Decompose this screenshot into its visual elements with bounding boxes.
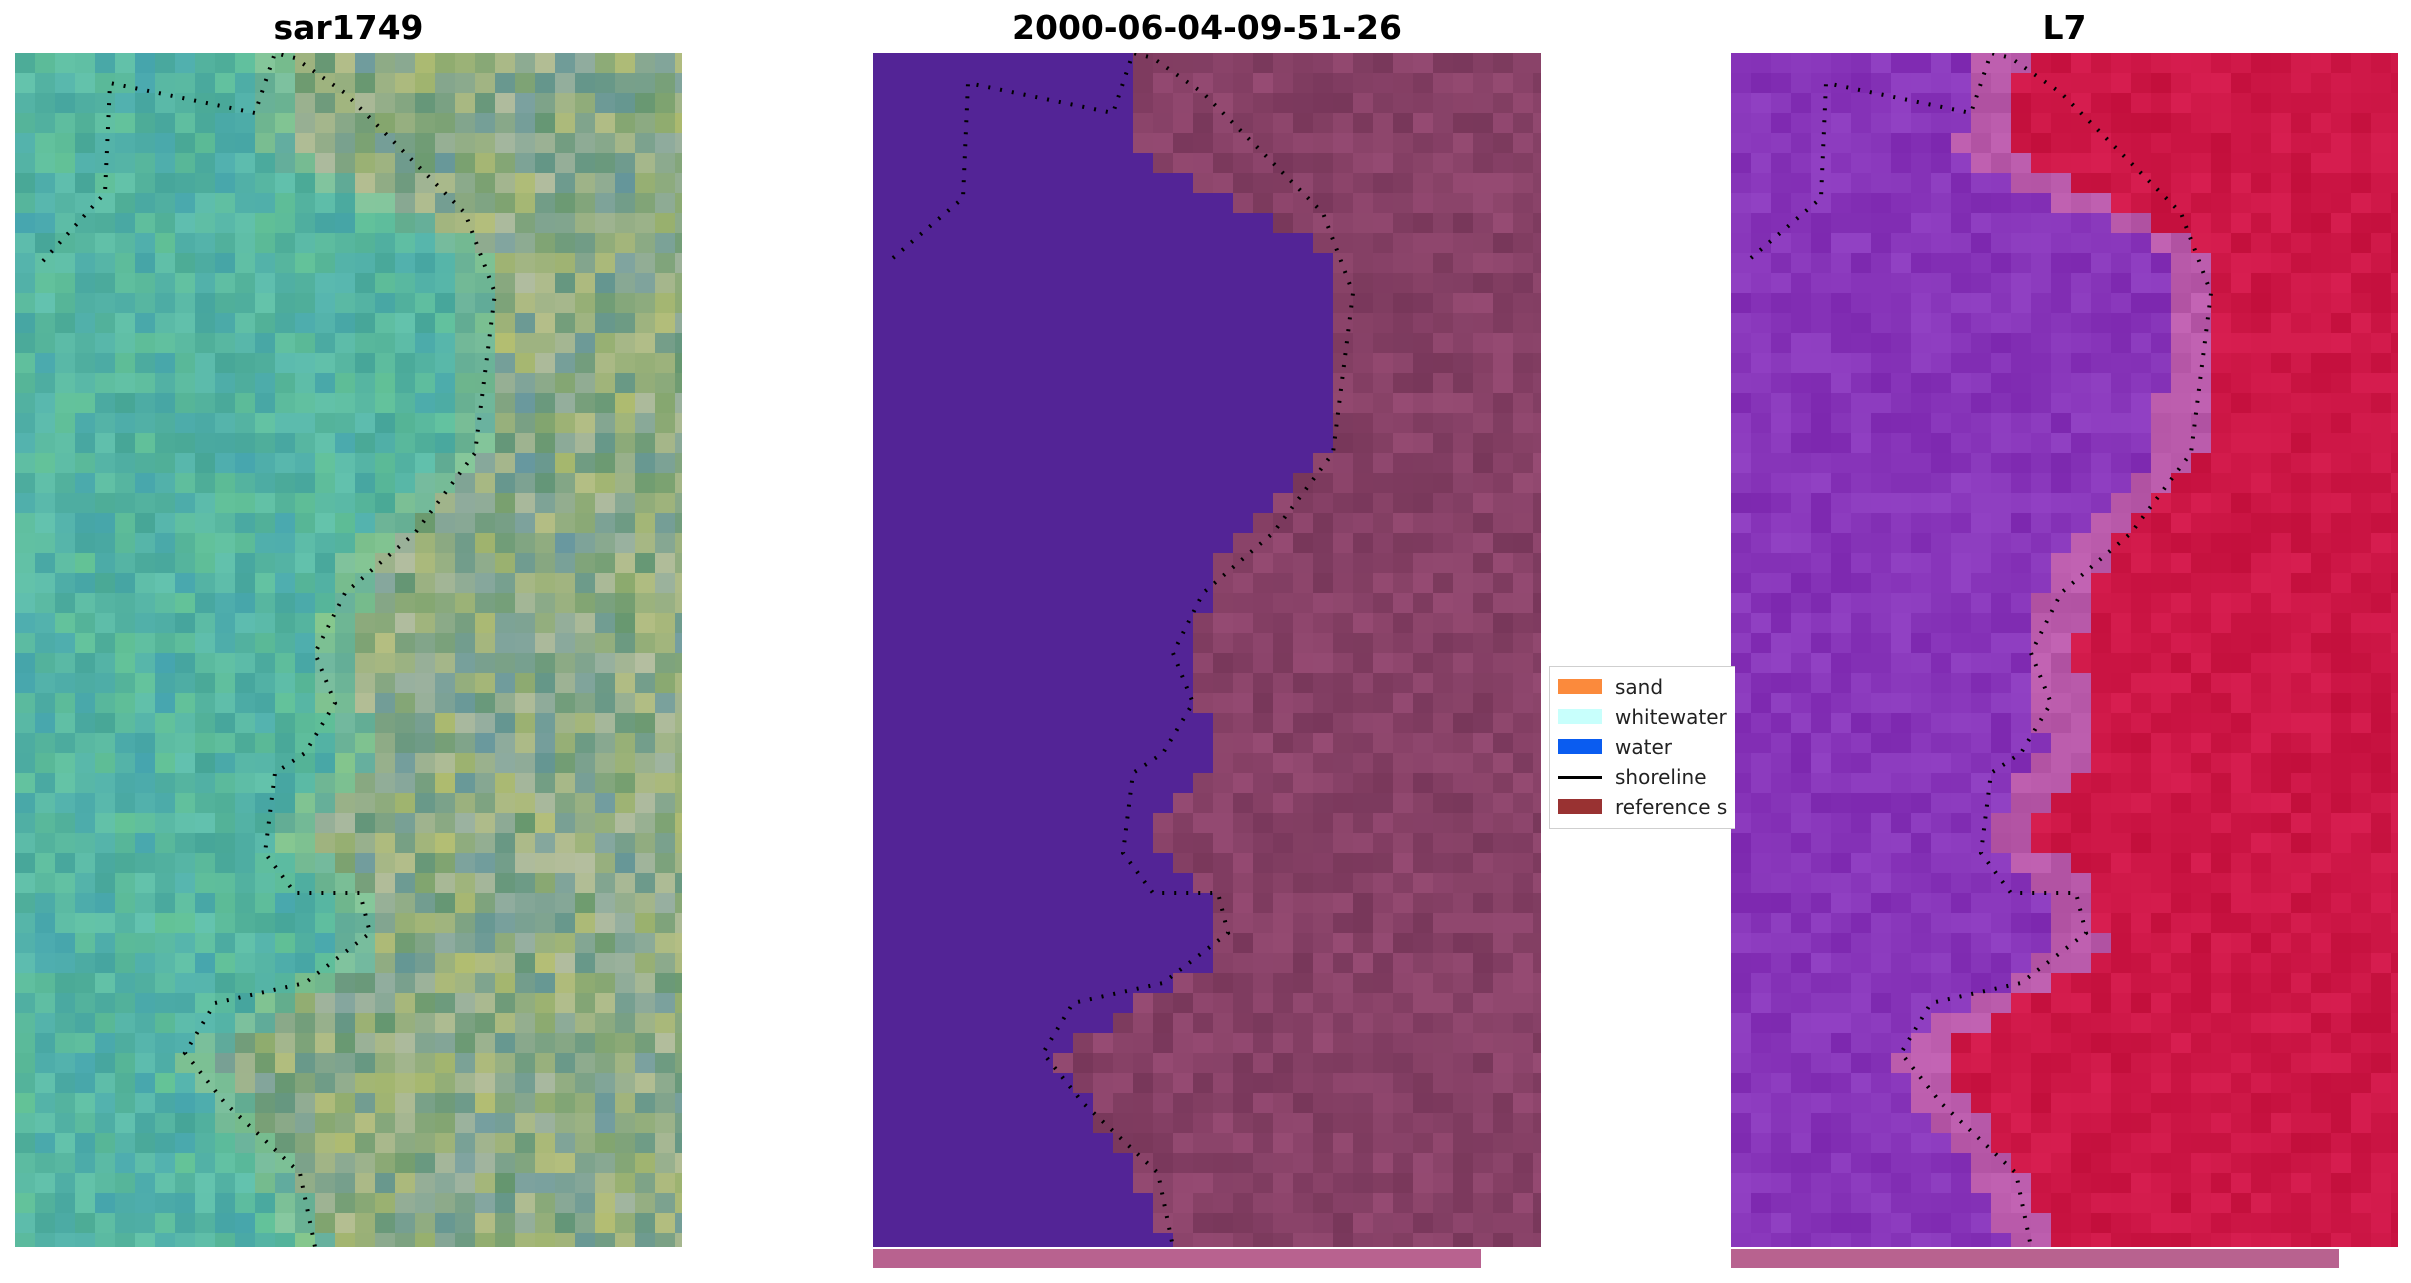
legend-item-water: water [1550, 732, 1735, 762]
l7-image-svg [1731, 53, 2398, 1247]
legend-line-swatch [1558, 776, 1602, 779]
legend-label: shoreline [1615, 765, 1707, 789]
panel-title: 2000-06-04-09-51-26 [1012, 8, 1402, 47]
progress-bar [873, 1249, 1481, 1268]
classified-image-svg [873, 53, 1541, 1247]
legend-item-sand: sand [1550, 672, 1735, 702]
legend-swatch [1558, 799, 1602, 814]
shoreline-line [1749, 53, 2214, 1247]
legend-swatch [1558, 739, 1602, 754]
legend: sand whitewater water shoreline referenc… [1549, 666, 1735, 829]
l7-index-image [1731, 53, 2398, 1247]
classified-image [873, 53, 1541, 1247]
panel-title: L7 [2042, 8, 2087, 47]
shoreline-line [891, 53, 1356, 1247]
satellite-image-sar [15, 53, 682, 1247]
sar-image-svg [15, 53, 682, 1247]
legend-label: sand [1615, 675, 1664, 699]
legend-swatch [1558, 709, 1602, 724]
legend-item-whitewater: whitewater [1550, 702, 1735, 732]
progress-bar [1731, 1249, 2339, 1268]
legend-item-reference: reference s [1550, 792, 1735, 822]
legend-label: whitewater [1615, 705, 1727, 729]
legend-item-shoreline: shoreline [1550, 762, 1735, 792]
legend-swatch [1558, 679, 1602, 694]
panel-title: sar1749 [273, 8, 424, 47]
legend-label: water [1615, 735, 1672, 759]
shoreline-line [41, 53, 498, 1247]
legend-label: reference s [1615, 795, 1728, 819]
